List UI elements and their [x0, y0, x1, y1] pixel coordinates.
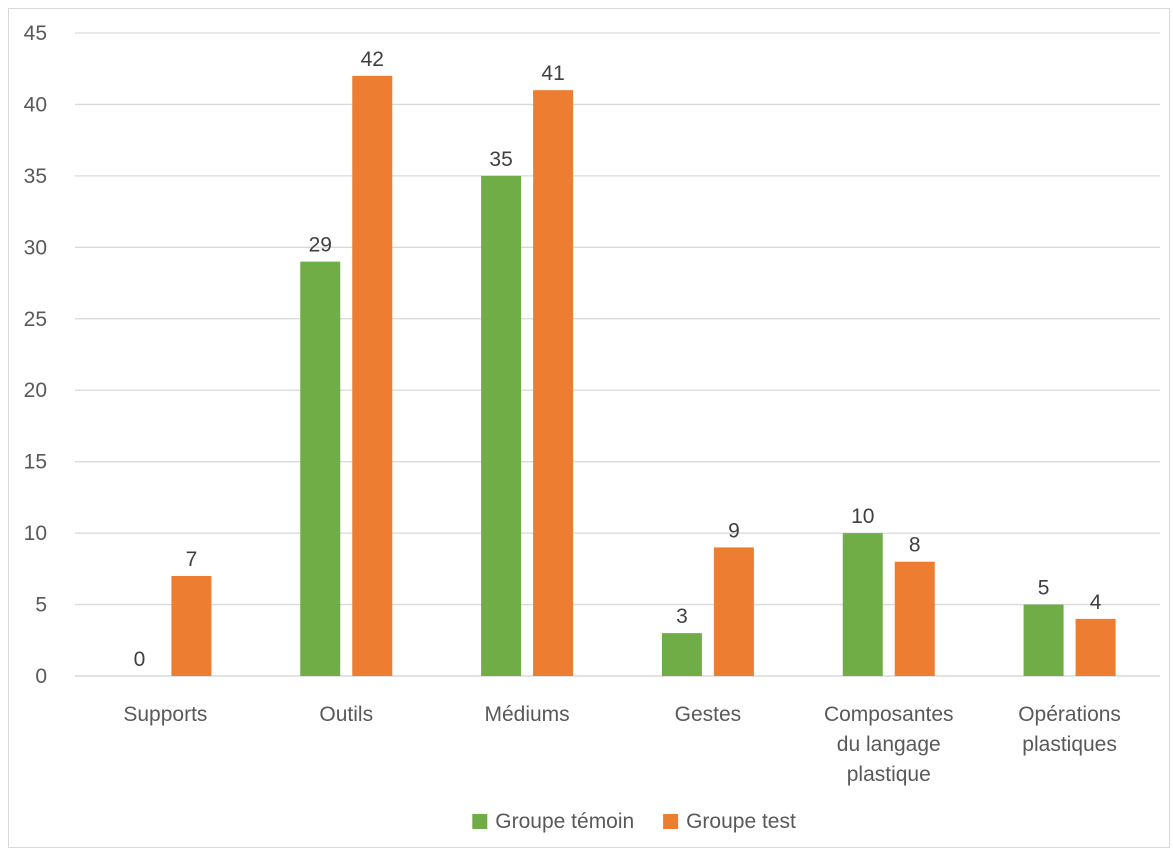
x-category-label: Médiums	[484, 703, 569, 726]
bar-test	[894, 561, 935, 676]
x-category-label: Composantes	[824, 703, 954, 726]
x-category-label: plastiques	[1022, 733, 1117, 756]
data-label: 41	[541, 62, 564, 85]
legend-swatch	[472, 814, 488, 829]
x-category-label: Supports	[123, 703, 207, 726]
bar-temoin	[300, 261, 341, 676]
y-tick-label: 40	[24, 93, 47, 116]
x-category-label: du langage	[837, 733, 941, 756]
y-tick-label: 25	[24, 308, 47, 331]
data-label: 29	[309, 234, 332, 257]
y-tick-label: 10	[24, 522, 47, 545]
bar-test	[352, 75, 393, 676]
y-tick-label: 35	[24, 165, 47, 188]
data-label: 9	[728, 519, 740, 542]
data-label: 4	[1090, 591, 1102, 614]
data-label: 5	[1038, 577, 1050, 600]
legend-swatch	[663, 814, 679, 829]
data-label: 7	[186, 548, 198, 571]
bar-temoin	[481, 175, 522, 676]
x-category-label: Opérations	[1018, 703, 1121, 726]
x-category-label: Outils	[319, 703, 373, 726]
data-label: 0	[134, 648, 146, 671]
y-tick-label: 0	[35, 665, 47, 688]
data-label: 8	[909, 534, 921, 557]
bar-test	[1075, 618, 1116, 676]
y-tick-label: 30	[24, 236, 47, 259]
bar-test	[171, 575, 212, 676]
x-category-label: plastique	[847, 763, 931, 786]
data-label: 3	[676, 605, 688, 628]
y-tick-label: 5	[35, 594, 47, 617]
bar-temoin	[1023, 604, 1064, 676]
data-label: 42	[361, 48, 384, 71]
legend-label: Groupe témoin	[495, 810, 634, 833]
bar-test	[533, 90, 574, 676]
y-tick-label: 20	[24, 379, 47, 402]
data-label: 10	[851, 505, 874, 528]
legend-label: Groupe test	[686, 810, 796, 833]
bar-temoin	[661, 633, 702, 676]
y-tick-label: 15	[24, 451, 47, 474]
data-label: 35	[489, 148, 512, 171]
y-tick-label: 45	[24, 22, 47, 45]
bar-test	[713, 547, 754, 676]
x-category-label: Gestes	[675, 703, 742, 726]
bar-temoin	[842, 533, 883, 676]
chart-frame	[8, 8, 1170, 848]
